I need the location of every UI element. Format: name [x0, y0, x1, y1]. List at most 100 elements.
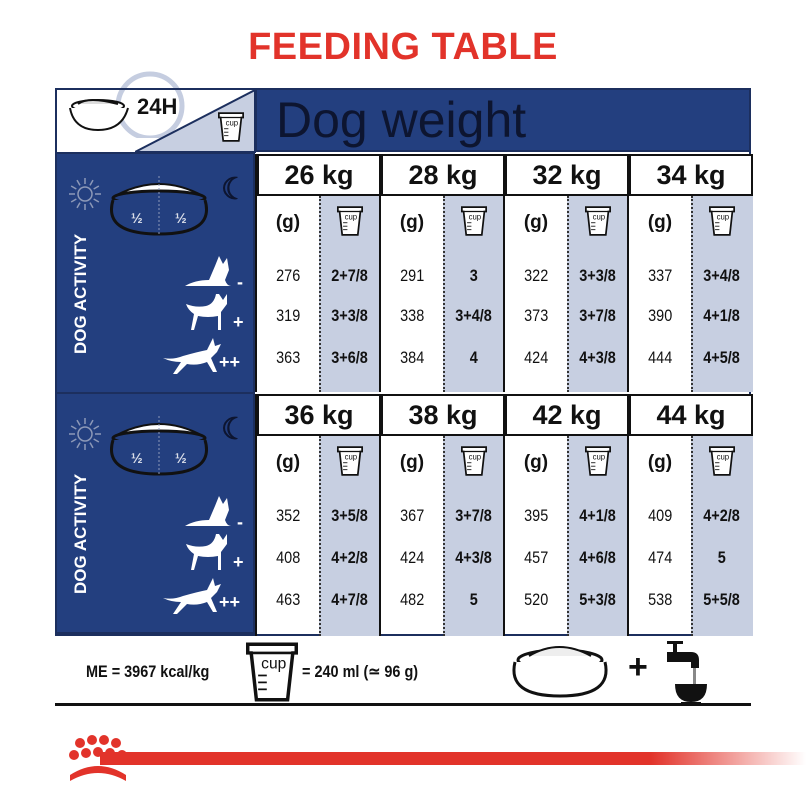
- grams-header: (g): [275, 212, 301, 233]
- dog-standing-icon: [186, 294, 227, 330]
- energy-label: ME = 3967 kcal/kg: [86, 662, 210, 681]
- plus-sign: +: [628, 648, 648, 686]
- half-label: ½: [175, 210, 187, 226]
- cups-value: 4: [469, 348, 479, 367]
- cups-value: 3+7/8: [455, 506, 493, 525]
- cups-value: 3+3/8: [331, 306, 369, 325]
- weight-header: 44 kg: [629, 394, 753, 436]
- cups-value: 5: [717, 548, 727, 567]
- weight-header: 34 kg: [629, 154, 753, 196]
- grams-value: 474: [647, 548, 673, 567]
- page-title: FEEDING TABLE: [248, 26, 558, 68]
- weight-column: 42 kg (g) cup 395 4+1/8 457 4+6/8 520 5+3/8: [503, 394, 629, 636]
- cups-value: 5: [469, 590, 479, 609]
- cups-value: 4+3/8: [579, 348, 617, 367]
- grams-header: (g): [523, 452, 549, 473]
- weight-column: 28 kg (g) cup 291 3 338 3+4/8 384 4: [379, 154, 505, 392]
- sun-icon: [69, 178, 101, 210]
- weight-header: 32 kg: [505, 154, 629, 196]
- grams-value: 424: [399, 548, 425, 567]
- food-bowl-icon: [512, 646, 608, 698]
- grams-header: (g): [399, 212, 425, 233]
- cups-value: 3+3/8: [579, 266, 617, 285]
- split-bowl-icon: [110, 416, 208, 476]
- activity-panel: ½ ½ ☾ DOG ACTIVITY - + ++: [55, 152, 255, 394]
- cups-value: 4+3/8: [455, 548, 493, 567]
- cups-value: 4+7/8: [331, 590, 369, 609]
- cups-value: 4+5/8: [703, 348, 741, 367]
- half-label: ½: [175, 450, 187, 466]
- grams-value: 482: [399, 590, 425, 609]
- weight-header: 42 kg: [505, 394, 629, 436]
- weight-column: 44 kg (g) cup 409 4+2/8 474 5 538 5+5/8: [627, 394, 753, 636]
- activity-high-symbol: ++: [219, 592, 241, 612]
- dog-weight-title: Dog weight: [276, 92, 527, 148]
- moon-icon: ☾: [221, 173, 248, 206]
- cup-icon: cup: [461, 206, 487, 241]
- svg-text:cup: cup: [469, 212, 482, 221]
- cups-value: 3+7/8: [579, 306, 617, 325]
- grams-value: 384: [399, 348, 425, 367]
- grams-value: 409: [647, 506, 673, 525]
- cups-value: 4+6/8: [579, 548, 617, 567]
- grams-header: (g): [275, 452, 301, 473]
- grams-value: 337: [647, 266, 673, 285]
- grams-header: (g): [523, 212, 549, 233]
- svg-text:cup: cup: [345, 452, 358, 461]
- half-label: ½: [131, 450, 143, 466]
- weight-header: 26 kg: [257, 154, 381, 196]
- grams-header: (g): [399, 452, 425, 473]
- activity-low-symbol: -: [237, 512, 243, 532]
- grams-value: 367: [399, 506, 425, 525]
- cups-value: 3+4/8: [703, 266, 741, 285]
- cups-value: 3+4/8: [455, 306, 493, 325]
- weight-column: 32 kg (g) cup 322 3+3/8 373 3+7/8 424 4+3/8: [503, 154, 629, 392]
- activity-high-symbol: ++: [219, 352, 241, 372]
- weight-column: 34 kg (g) cup 337 3+4/8 390 4+1/8 444 4+5/8: [627, 154, 753, 392]
- dog-weight-header: [255, 88, 751, 152]
- water-tap-icon: [667, 641, 707, 705]
- grams-value: 444: [647, 348, 673, 367]
- cups-value: 2+7/8: [331, 266, 369, 285]
- weight-column: 36 kg (g) cup 352 3+5/8 408 4+2/8 463 4+7/8: [255, 394, 381, 636]
- cup-column: [319, 436, 381, 636]
- cups-value: 3+6/8: [331, 348, 369, 367]
- dog-lying-icon: [185, 256, 231, 286]
- cups-value: 5+5/8: [703, 590, 741, 609]
- cup-icon: cup: [709, 446, 735, 481]
- svg-text:cup: cup: [593, 212, 606, 221]
- grams-value: 390: [647, 306, 673, 325]
- cups-value: 4+1/8: [703, 306, 741, 325]
- dog-activity-label: DOG ACTIVITY: [71, 473, 90, 594]
- cup-icon: cup: [337, 206, 363, 241]
- cups-value: 3: [469, 266, 479, 285]
- cup-equivalence: = 240 ml (≃ 96 g): [302, 662, 419, 681]
- grams-value: 338: [399, 306, 425, 325]
- duration-label: 24H: [137, 94, 178, 119]
- cup-icon: cup: [709, 206, 735, 241]
- grams-header: (g): [647, 452, 673, 473]
- weight-header: 28 kg: [381, 154, 505, 196]
- grams-value: 408: [275, 548, 301, 567]
- cup-column: [691, 436, 753, 636]
- weight-column: 26 kg (g) cup 276 2+7/8 319 3+3/8 363 3+6/8: [255, 154, 381, 392]
- grams-value: 363: [275, 348, 301, 367]
- cups-value: 4+1/8: [579, 506, 617, 525]
- dog-running-icon: [163, 338, 221, 374]
- grams-value: 538: [647, 590, 673, 609]
- svg-text:cup: cup: [469, 452, 482, 461]
- grams-value: 352: [275, 506, 301, 525]
- svg-text:cup: cup: [717, 452, 730, 461]
- activity-moderate-symbol: +: [233, 312, 244, 332]
- dog-standing-icon: [186, 534, 227, 570]
- split-bowl-icon: [110, 176, 208, 236]
- activity-moderate-symbol: +: [233, 552, 244, 572]
- svg-text:cup: cup: [261, 656, 286, 673]
- cup-icon: cup: [461, 446, 487, 481]
- dog-lying-icon: [185, 496, 231, 526]
- grams-value: 276: [275, 266, 301, 285]
- grams-header: (g): [647, 212, 673, 233]
- moon-icon: ☾: [221, 413, 248, 446]
- grams-value: 424: [523, 348, 549, 367]
- grams-value: 457: [523, 548, 549, 567]
